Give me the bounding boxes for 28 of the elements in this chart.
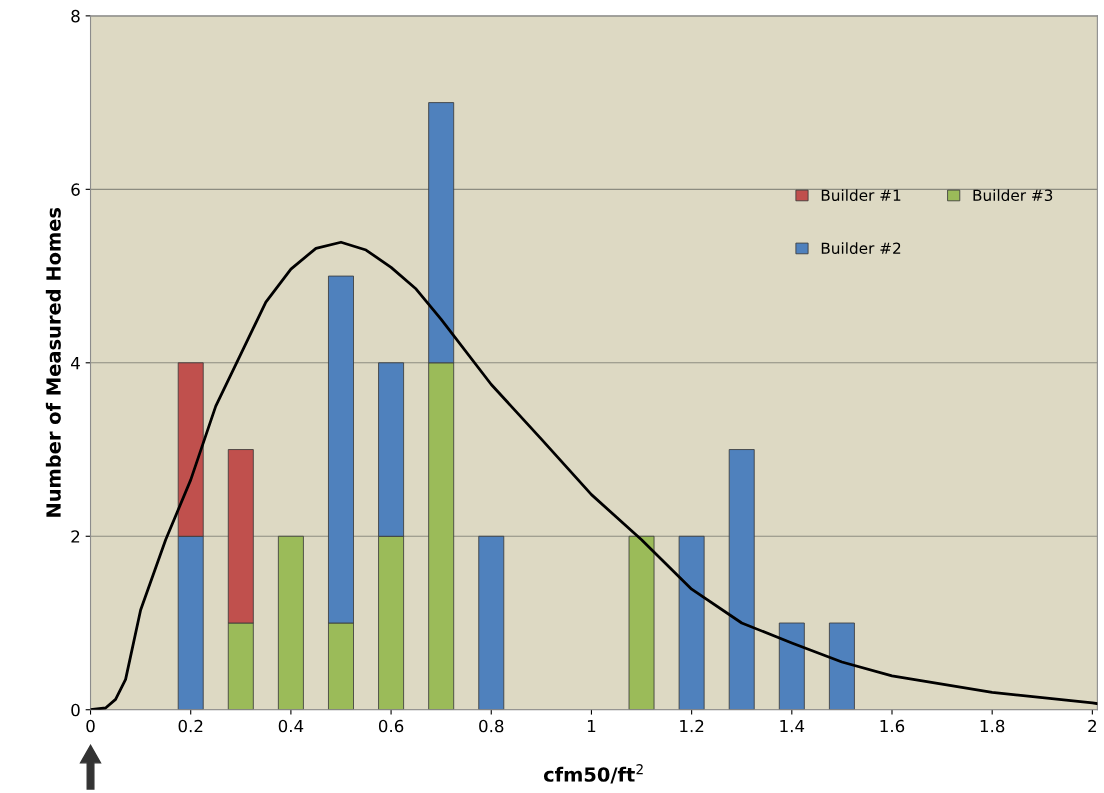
x-tick-label: 0.4 (278, 719, 304, 733)
x-tick-label: 0 (86, 719, 95, 733)
legend-label: Builder #1 (821, 189, 901, 202)
y-tick-label: 2 (71, 530, 80, 543)
y-tick-label: 8 (71, 9, 80, 23)
y-axis-title: Number of Measured Homes (45, 207, 61, 517)
x-tick-label: 0.2 (178, 719, 203, 733)
legend-label: Builder #3 (973, 189, 1053, 202)
x-tick-label: 1.8 (980, 719, 1005, 733)
bar (628, 535, 655, 710)
x-tick-label: 0.6 (378, 719, 404, 733)
bar (828, 622, 855, 710)
x-tick-label: 2 (1088, 719, 1096, 733)
legend-label: Builder #2 (821, 242, 901, 255)
x-axis-title: cfm50/ft$^{2}$ (543, 764, 643, 784)
x-tick-label: 1 (587, 719, 596, 733)
bar (728, 449, 755, 710)
x-tick-label: 1.2 (680, 719, 704, 733)
y-tick-label: 0 (71, 703, 80, 717)
bar (478, 535, 505, 710)
x-tick-label: 0.8 (479, 719, 504, 733)
x-tick-label: 1.6 (880, 719, 905, 733)
y-tick-label: 4 (71, 356, 80, 370)
y-tick-label: 6 (71, 183, 80, 196)
bar (277, 535, 304, 710)
x-tick-label: 1.4 (780, 719, 805, 733)
bar (778, 622, 805, 710)
bar (678, 535, 705, 710)
